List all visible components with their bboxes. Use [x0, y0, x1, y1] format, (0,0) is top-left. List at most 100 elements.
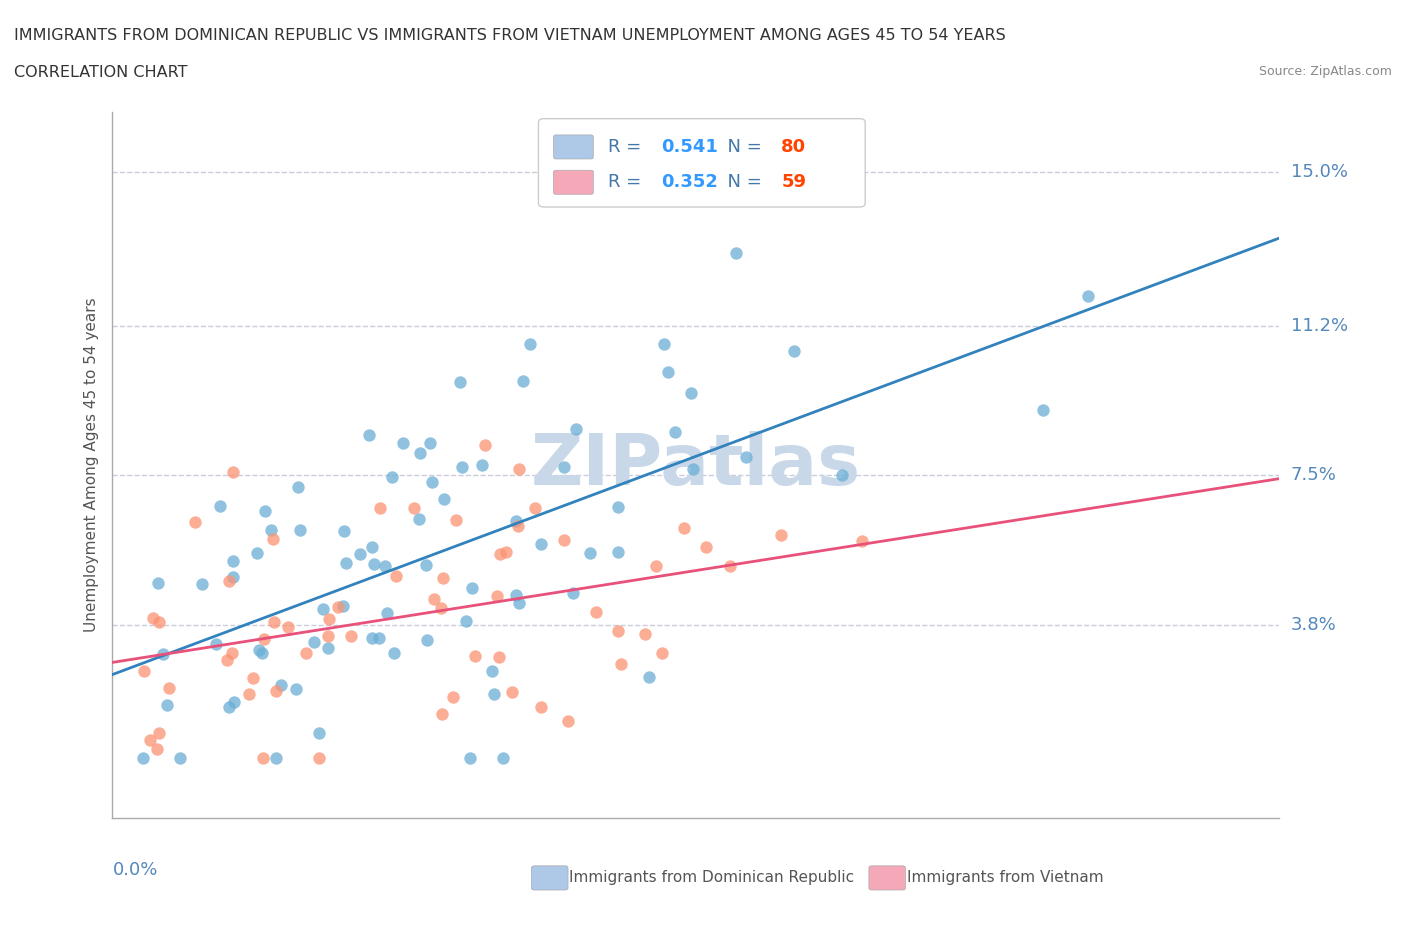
Point	[657, 365, 679, 379]
Point	[508, 595, 530, 610]
Point	[638, 670, 661, 684]
Point	[530, 700, 553, 715]
Point	[132, 751, 155, 765]
Point	[420, 474, 443, 489]
Point	[461, 581, 484, 596]
FancyBboxPatch shape	[538, 119, 865, 207]
Point	[770, 527, 793, 542]
Text: ZIPatlas: ZIPatlas	[531, 431, 860, 499]
Point	[148, 725, 170, 740]
Text: N =: N =	[716, 173, 768, 192]
Point	[152, 646, 174, 661]
Point	[368, 631, 391, 645]
Y-axis label: Unemployment Among Ages 45 to 54 years: Unemployment Among Ages 45 to 54 years	[83, 298, 98, 632]
Point	[221, 553, 243, 568]
Point	[585, 604, 607, 619]
Text: 3.8%: 3.8%	[1291, 616, 1336, 633]
Point	[252, 751, 274, 765]
Point	[360, 539, 382, 554]
Point	[505, 588, 527, 603]
Point	[148, 615, 170, 630]
Text: 11.2%: 11.2%	[1291, 316, 1348, 335]
Point	[664, 424, 686, 439]
Point	[1032, 403, 1054, 418]
Point	[222, 464, 245, 479]
Point	[471, 458, 494, 472]
Point	[264, 684, 287, 698]
Point	[316, 640, 339, 655]
Point	[783, 343, 806, 358]
Point	[695, 540, 717, 555]
Point	[333, 524, 356, 538]
Point	[221, 645, 243, 660]
Point	[361, 631, 384, 645]
Point	[157, 681, 180, 696]
Point	[433, 492, 456, 507]
FancyBboxPatch shape	[554, 170, 593, 194]
Point	[415, 558, 437, 573]
Point	[246, 545, 269, 560]
Point	[423, 591, 446, 606]
Point	[464, 648, 486, 663]
Point	[501, 684, 523, 699]
Point	[561, 586, 583, 601]
Text: 0.0%: 0.0%	[112, 861, 157, 879]
Text: Immigrants from Vietnam: Immigrants from Vietnam	[907, 870, 1104, 885]
Point	[651, 645, 673, 660]
Point	[679, 385, 702, 400]
Point	[482, 687, 505, 702]
Point	[288, 523, 311, 538]
Point	[252, 645, 274, 660]
Point	[579, 545, 602, 560]
Point	[505, 514, 527, 529]
Point	[224, 695, 246, 710]
Point	[142, 610, 165, 625]
Point	[530, 537, 553, 551]
Point	[416, 632, 439, 647]
Point	[404, 501, 426, 516]
Text: R =: R =	[609, 173, 647, 192]
Point	[295, 645, 318, 660]
Point	[145, 741, 167, 756]
Text: 15.0%: 15.0%	[1291, 163, 1347, 181]
FancyBboxPatch shape	[554, 135, 593, 159]
Point	[357, 428, 380, 443]
Point	[191, 577, 214, 591]
Point	[209, 498, 232, 513]
Point	[312, 602, 335, 617]
Point	[253, 504, 276, 519]
Point	[363, 556, 385, 571]
Text: Immigrants from Dominican Republic: Immigrants from Dominican Republic	[569, 870, 855, 885]
Point	[285, 682, 308, 697]
Point	[488, 650, 510, 665]
Point	[495, 545, 517, 560]
Text: R =: R =	[609, 138, 647, 156]
Text: 80: 80	[782, 138, 806, 156]
Point	[523, 500, 546, 515]
Point	[318, 612, 340, 627]
Point	[682, 461, 704, 476]
Text: 7.5%: 7.5%	[1291, 466, 1337, 485]
Point	[308, 725, 330, 740]
Point	[449, 375, 471, 390]
Point	[242, 671, 264, 686]
Point	[606, 545, 628, 560]
Point	[506, 519, 529, 534]
Text: N =: N =	[716, 138, 768, 156]
Point	[432, 571, 454, 586]
Point	[450, 459, 472, 474]
Point	[260, 523, 283, 538]
Point	[332, 599, 354, 614]
Point	[264, 751, 287, 765]
Point	[374, 558, 396, 573]
Point	[375, 606, 398, 621]
Point	[340, 629, 363, 644]
Point	[492, 751, 515, 765]
Point	[382, 645, 405, 660]
Point	[184, 514, 207, 529]
Point	[262, 531, 284, 546]
Point	[139, 733, 162, 748]
Point	[169, 751, 191, 765]
Point	[277, 619, 299, 634]
Point	[718, 559, 741, 574]
